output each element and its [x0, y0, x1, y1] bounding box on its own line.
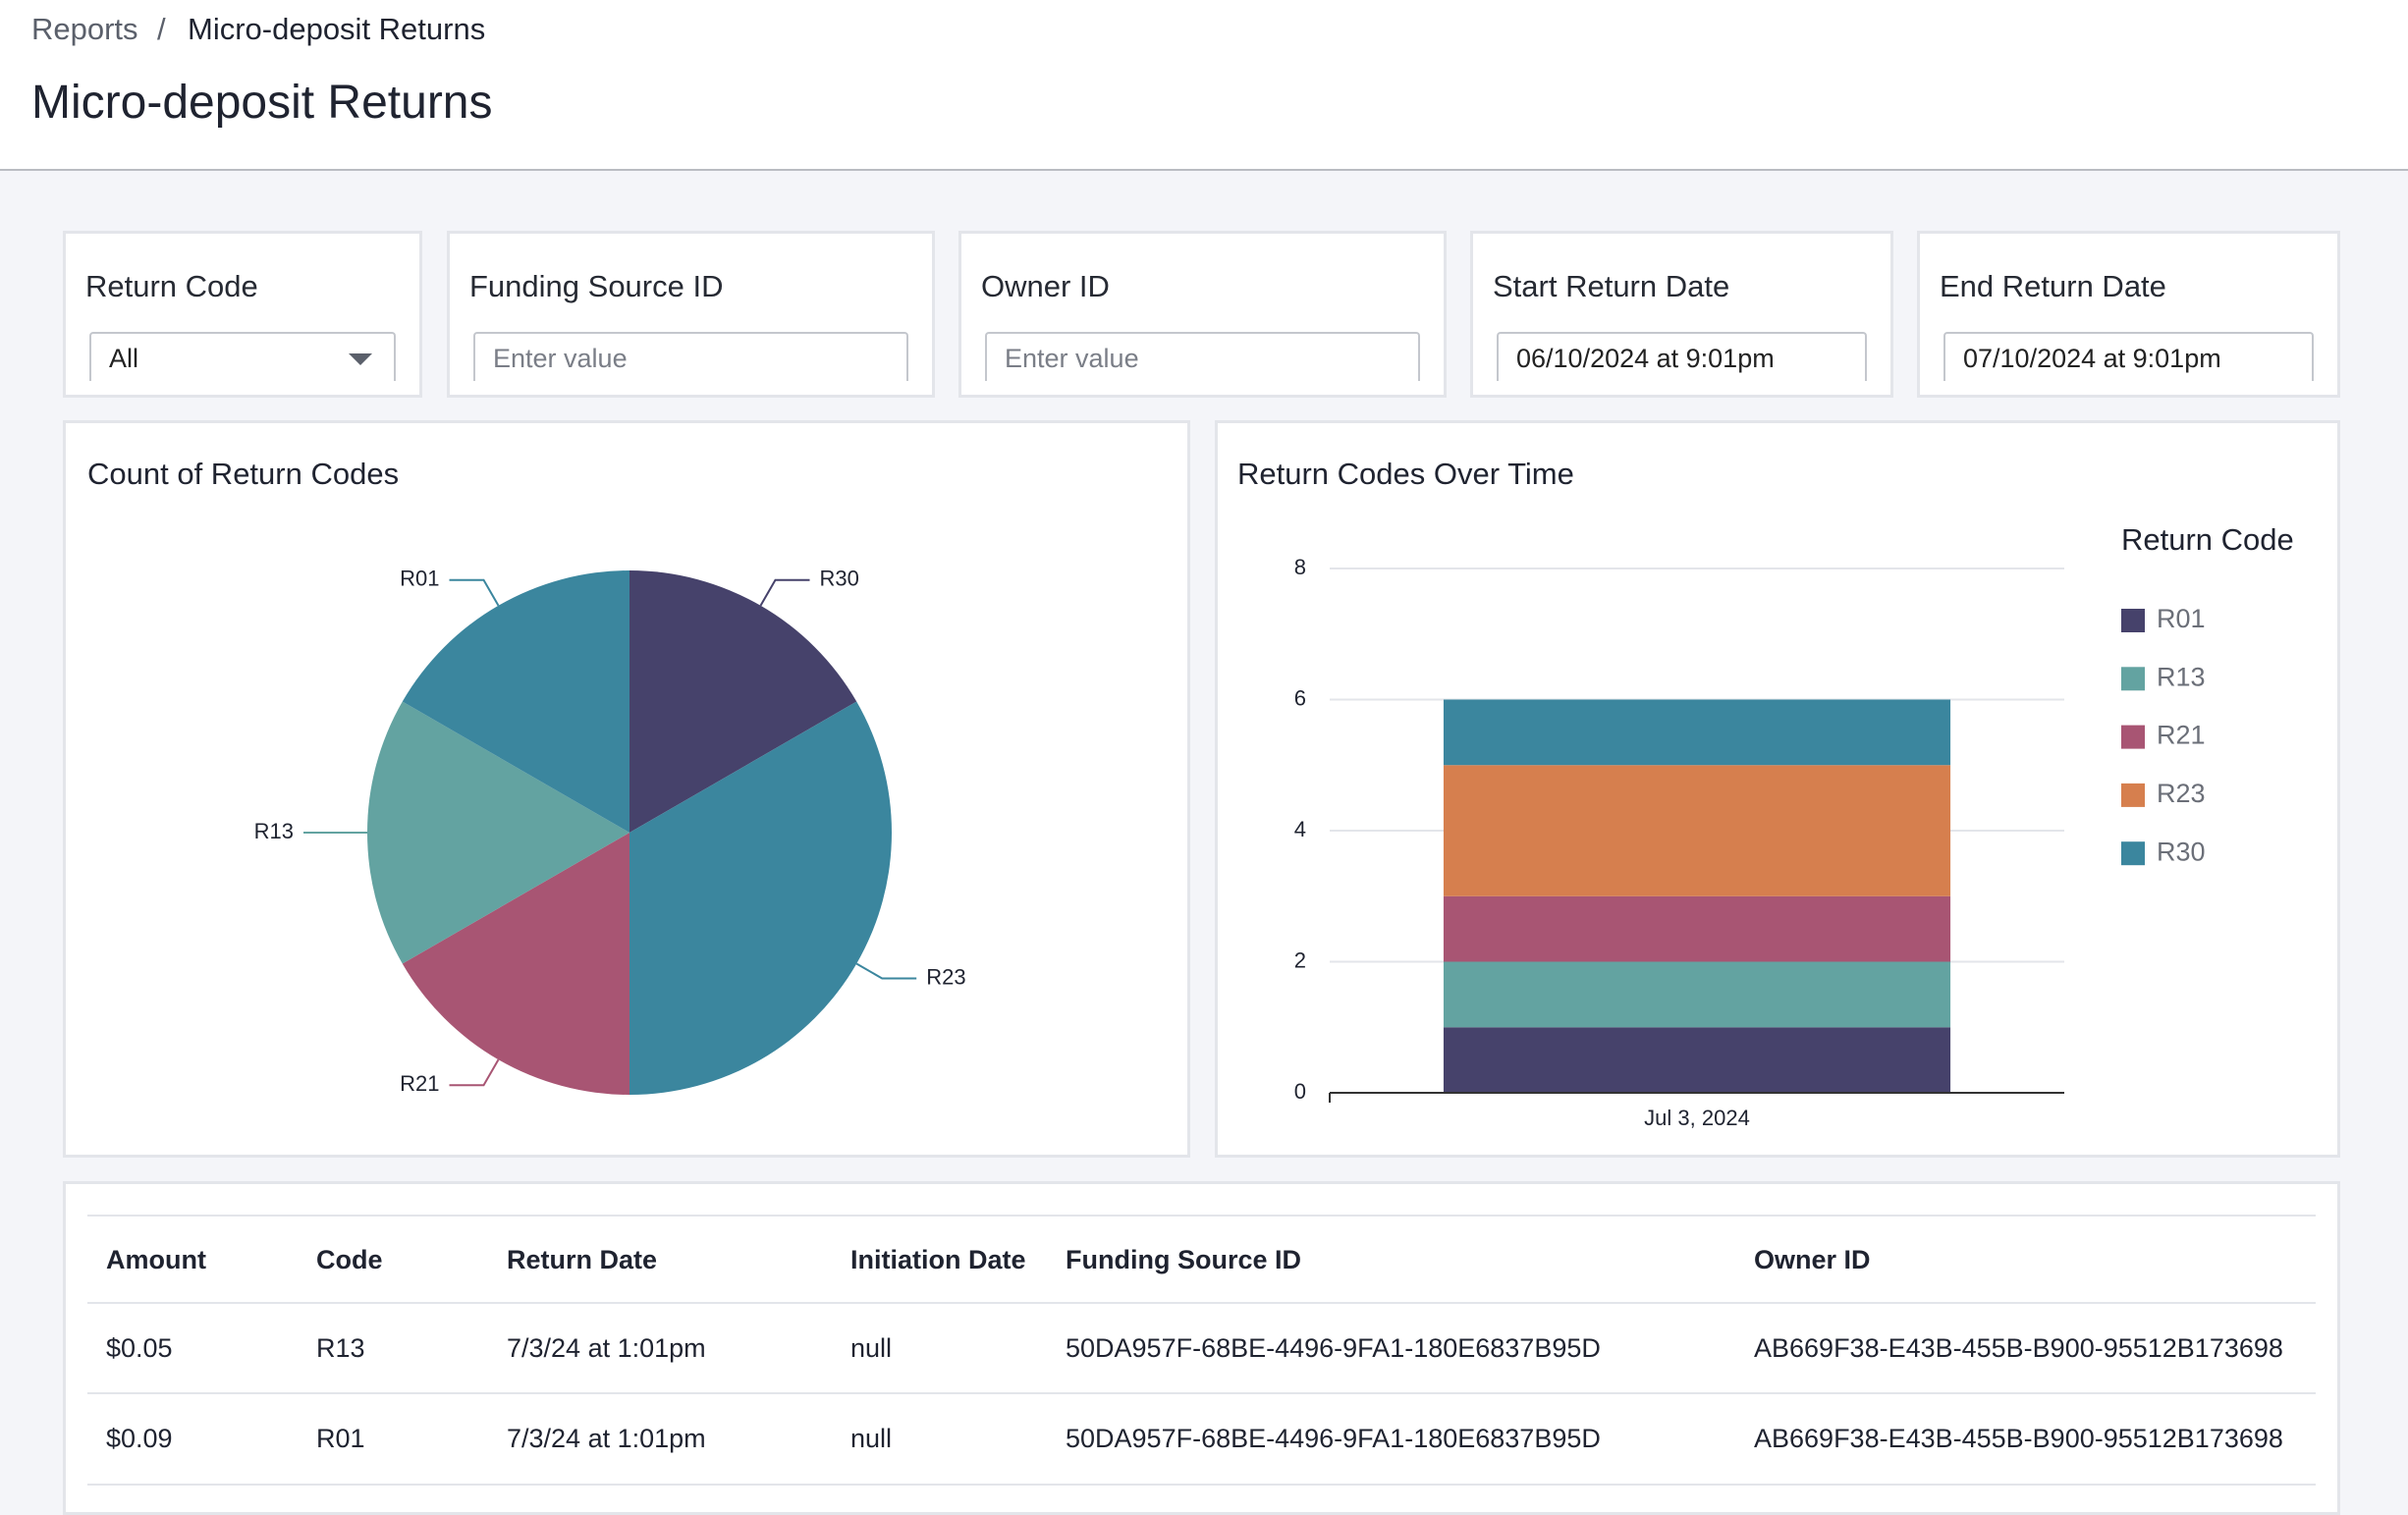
leader-line [449, 1058, 500, 1087]
filter-value: 07/10/2024 at 9:01pm [1963, 344, 2221, 373]
y-tick-label: 4 [1294, 817, 1306, 841]
column-header: Initiation Date [850, 1245, 1026, 1274]
pie-slice [402, 833, 629, 1095]
y-tick-label: 0 [1294, 1079, 1306, 1104]
legend-label: R13 [2157, 662, 2206, 691]
filter-card: Return Code All [63, 231, 422, 398]
table-cell: $0.05 [106, 1333, 173, 1363]
bar-segment [1443, 895, 1951, 962]
legend-label: R21 [2157, 721, 2206, 750]
filter-label: Owner ID [981, 269, 1110, 303]
row-divider [87, 1302, 2316, 1304]
slice-label: R01 [400, 567, 439, 591]
pie-slice [367, 701, 629, 964]
bar-segment [1443, 699, 1951, 766]
filter-input[interactable]: 06/10/2024 at 9:01pm [1497, 332, 1867, 381]
filter-card: End Return Date 07/10/2024 at 9:01pm [1917, 231, 2340, 398]
filter-input[interactable]: 07/10/2024 at 9:01pm [1943, 332, 2314, 381]
legend-label: R23 [2157, 779, 2206, 808]
column-header: Return Date [507, 1245, 658, 1274]
table-cell: null [850, 1333, 893, 1363]
leader-line [855, 962, 917, 980]
bar-panel: Return Codes Over Time 0 2 4 6 8 Jul 3, 2024 Re… [1215, 420, 2340, 1158]
filter-input[interactable]: All [89, 332, 396, 381]
table-cell: 7/3/24 at 1:01pm [507, 1333, 706, 1363]
y-tick-label: 8 [1294, 555, 1306, 579]
legend-swatch [2121, 725, 2145, 749]
table-cell: 50DA957F-68BE-4496-9FA1-180E6837B95D [1066, 1333, 1601, 1363]
filter-card: Funding Source ID Enter value [447, 231, 935, 398]
page-title: Micro-deposit Returns [31, 77, 493, 129]
slice-label: R30 [820, 567, 859, 591]
bar-segment [1443, 961, 1951, 1028]
column-header: Owner ID [1754, 1245, 1871, 1274]
table-cell: AB669F38-E43B-455B-B900-95512B173698 [1754, 1424, 2283, 1453]
leader-line [759, 578, 810, 607]
bar-segment [1443, 765, 1951, 896]
filter-card: Owner ID Enter value [958, 231, 1447, 398]
slice-label: R23 [926, 964, 965, 989]
chart-title: Count of Return Codes [87, 457, 399, 491]
legend-label: R01 [2157, 604, 2206, 633]
dropdown-arrow [349, 353, 372, 365]
legend-swatch [2121, 841, 2145, 866]
column-header: Amount [106, 1245, 206, 1274]
x-tick-label: Jul 3, 2024 [1644, 1106, 1750, 1130]
legend-title: Return Code [2121, 522, 2294, 557]
table-cell: null [850, 1424, 893, 1453]
pie-slice [629, 701, 892, 1095]
bar-segment [1443, 1027, 1951, 1093]
leader-line [449, 578, 500, 607]
bar-chart: Return Codes Over Time 0 2 4 6 8 Jul 3, 2024 Re… [1237, 457, 2294, 1130]
header: Reports / Micro-deposit Returns Micro-de… [0, 0, 2408, 171]
filter-value: All [109, 344, 139, 373]
filter-input[interactable]: Enter value [985, 332, 1420, 381]
legend-swatch [2121, 609, 2145, 632]
row-divider [87, 1484, 2316, 1486]
y-tick-label: 6 [1294, 685, 1306, 710]
chart-title: Return Codes Over Time [1237, 457, 1574, 491]
column-header: Funding Source ID [1066, 1245, 1301, 1274]
filter-value: 06/10/2024 at 9:01pm [1516, 344, 1775, 373]
legend-label: R30 [2157, 837, 2206, 866]
column-header: Code [316, 1245, 383, 1274]
filter-label: Start Return Date [1493, 269, 1730, 303]
data-table: Amount Code Return Date Initiation Date Fund… [63, 1181, 2340, 1515]
pie-chart: Count of Return Codes R30 R23 R21 R13 R01 [87, 457, 966, 1096]
pie-panel: Count of Return Codes R30 R23 R21 R13 R01 [63, 420, 1190, 1158]
filter-input[interactable]: Enter value [473, 332, 908, 381]
breadcrumb-current: Micro-deposit Returns [188, 12, 486, 46]
filter-card: Start Return Date 06/10/2024 at 9:01pm [1470, 231, 1893, 398]
y-tick-label: 2 [1294, 947, 1306, 972]
filter-label: Funding Source ID [469, 269, 724, 303]
legend-swatch [2121, 667, 2145, 691]
breadcrumb-link[interactable]: Reports [31, 12, 138, 46]
legend-swatch [2121, 783, 2145, 807]
table-cell: R01 [316, 1424, 365, 1453]
filter-label: Return Code [85, 269, 258, 303]
pie-slice [402, 570, 629, 833]
row-divider [87, 1392, 2316, 1394]
table-cell: 50DA957F-68BE-4496-9FA1-180E6837B95D [1066, 1424, 1601, 1453]
breadcrumb-separator: / [157, 12, 166, 46]
slice-label: R13 [254, 819, 294, 843]
filter-placeholder: Enter value [1005, 344, 1139, 373]
table-cell: R13 [316, 1333, 365, 1363]
table-cell: $0.09 [106, 1424, 173, 1453]
table-cell: AB669F38-E43B-455B-B900-95512B173698 [1754, 1333, 2283, 1363]
slice-label: R21 [400, 1071, 439, 1096]
row-divider [87, 1215, 2316, 1217]
filter-placeholder: Enter value [493, 344, 628, 373]
pie-slice [629, 570, 857, 833]
filter-label: End Return Date [1940, 269, 2166, 303]
table-cell: 7/3/24 at 1:01pm [507, 1424, 706, 1453]
arrow-icon [349, 353, 372, 365]
